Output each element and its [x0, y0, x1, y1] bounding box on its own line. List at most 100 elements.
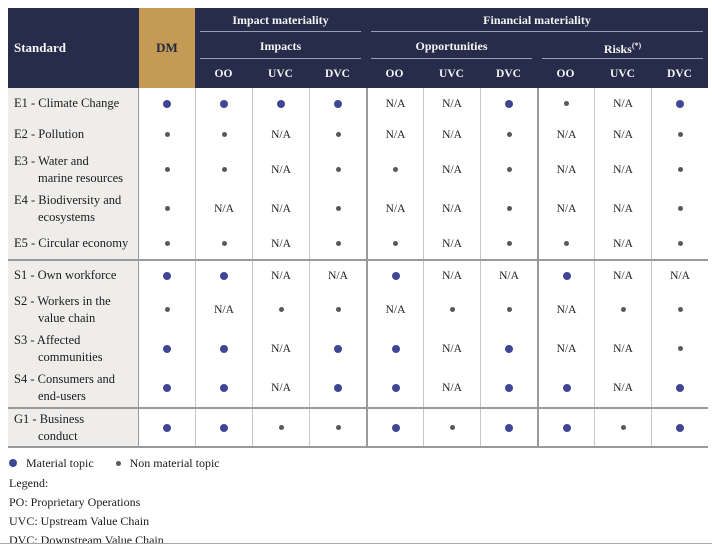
- material-topic-dot: [562, 383, 571, 392]
- cell-material: [366, 329, 423, 368]
- cell-material: [195, 329, 252, 368]
- non-material-topic-dot: [164, 241, 170, 246]
- standard-label: Standard: [14, 40, 67, 55]
- cell-non-material: [594, 290, 651, 329]
- cell-not-applicable: N/A: [594, 329, 651, 368]
- double-materiality-table: Standard DM Impact materiality Impacts O…: [8, 8, 708, 448]
- non-material-topic-dot: [564, 101, 569, 106]
- non-material-topic-dot: [506, 206, 512, 211]
- non-material-topic-dot: [677, 241, 683, 246]
- non-material-topic-dot: [620, 425, 626, 430]
- table-row-s2: S2 - Workers in the value chain N/A N/A N/A: [8, 290, 708, 329]
- opportunities-subtitle: Opportunities: [415, 39, 488, 53]
- material-topic-dot: [334, 99, 342, 108]
- cell-not-applicable: N/A: [252, 261, 309, 290]
- cell-not-applicable: N/A: [537, 150, 594, 189]
- cell-non-material: [366, 150, 423, 189]
- cell-material: [139, 261, 195, 290]
- material-topic-dot: [163, 383, 171, 392]
- cell-not-applicable: N/A: [594, 150, 651, 189]
- material-topic-dot: [391, 344, 400, 353]
- cell-not-applicable: N/A: [309, 261, 366, 290]
- table-row-e2: E2 - Pollution N/A N/A N/A N/A N/A: [8, 119, 708, 150]
- material-topic-dot: [562, 271, 571, 280]
- cell-not-applicable: N/A: [252, 228, 309, 259]
- material-topic-dot: [562, 423, 571, 432]
- table-body: E1 - Climate Change N/A N/A N/A E2 - Polluti…: [8, 88, 708, 448]
- material-topic-dot: [220, 423, 228, 432]
- non-material-topic-dot: [677, 206, 683, 211]
- non-material-topic-dot: [278, 425, 284, 430]
- cell-material: [139, 409, 195, 446]
- cell-material: [309, 88, 366, 119]
- table-row-e4: E4 - Biodiversity and ecosystems N/A N/A N/A…: [8, 189, 708, 228]
- non-material-topic-dot: [278, 307, 284, 312]
- header-rule: [371, 31, 703, 32]
- cell-non-material: [651, 290, 708, 329]
- cell-material: [139, 88, 195, 119]
- cell-not-applicable: N/A: [252, 150, 309, 189]
- cell-material: [480, 368, 537, 407]
- cell-material: [195, 261, 252, 290]
- legend-dots-row: Material topic Non material topic: [9, 454, 220, 472]
- risks-footnote-marker: (*): [631, 41, 642, 50]
- legend: Material topic Non material topic Legend…: [9, 454, 220, 545]
- cell-non-material: [309, 150, 366, 189]
- material-topic-dot: [163, 99, 171, 108]
- cell-non-material: [195, 150, 252, 189]
- table-row-e1: E1 - Climate Change N/A N/A N/A: [8, 88, 708, 119]
- non-material-topic-dot: [564, 241, 569, 246]
- cell-non-material: [309, 409, 366, 446]
- cell-not-applicable: N/A: [651, 261, 708, 290]
- cell-non-material: [252, 290, 309, 329]
- cell-not-applicable: N/A: [252, 189, 309, 228]
- material-topic-dot: [220, 383, 228, 392]
- non-material-topic-dot: [335, 307, 341, 312]
- non-material-topic-dot: [449, 307, 455, 312]
- cell-non-material: [139, 290, 195, 329]
- row-label-e4: E4 - Biodiversity and ecosystems: [8, 189, 139, 228]
- cell-material: [139, 368, 195, 407]
- col-header-dvc: DVC: [325, 67, 350, 80]
- col-header-uvc: UVC: [268, 67, 293, 80]
- col-header-uvc: UVC: [439, 67, 464, 80]
- risks-subtitle: Risks(*): [537, 32, 708, 58]
- material-topic-dot: [9, 459, 17, 467]
- non-material-topic-dot: [677, 132, 683, 137]
- non-material-topic-dot: [506, 307, 512, 312]
- cell-material: [195, 368, 252, 407]
- table-header: Standard DM Impact materiality Impacts O…: [8, 8, 708, 88]
- legend-item-uvc: UVC: Upstream Value Chain: [9, 514, 150, 528]
- impact-materiality-title: Impact materiality: [232, 13, 329, 27]
- cell-not-applicable: N/A: [423, 88, 480, 119]
- col-header-oo: OO: [214, 67, 233, 80]
- cell-not-applicable: N/A: [366, 189, 423, 228]
- table-row-s3: S3 - Affected communities N/A N/A N/A N/A: [8, 329, 708, 368]
- col-header-uvc: UVC: [610, 67, 635, 80]
- cell-non-material: [480, 189, 537, 228]
- cell-not-applicable: N/A: [480, 261, 537, 290]
- cell-material: [480, 409, 537, 446]
- cell-non-material: [309, 228, 366, 259]
- non-material-topic-dot: [335, 132, 341, 137]
- cell-non-material: [480, 290, 537, 329]
- page-bottom-rule: [0, 543, 712, 544]
- cell-non-material: [423, 409, 480, 446]
- material-topic-dot: [163, 271, 171, 280]
- cell-non-material: [651, 150, 708, 189]
- material-topic-dot: [391, 383, 400, 392]
- col-header-dvc: DVC: [496, 67, 521, 80]
- cell-non-material: [423, 290, 480, 329]
- dm-label: DM: [156, 40, 178, 55]
- material-topic-dot: [220, 271, 228, 280]
- table-row-e3: E3 - Water and marine resources N/A N/A N/A N…: [8, 150, 708, 189]
- cell-non-material: [309, 290, 366, 329]
- material-topic-dot: [163, 423, 171, 432]
- material-topic-dot: [505, 99, 513, 108]
- non-material-topic-dot: [506, 167, 512, 172]
- cell-non-material: [651, 329, 708, 368]
- non-material-topic-dot: [335, 241, 341, 246]
- non-material-topic-dot: [164, 167, 170, 172]
- non-material-topic-dot: [677, 167, 683, 172]
- row-label-s3: S3 - Affected communities: [8, 329, 139, 368]
